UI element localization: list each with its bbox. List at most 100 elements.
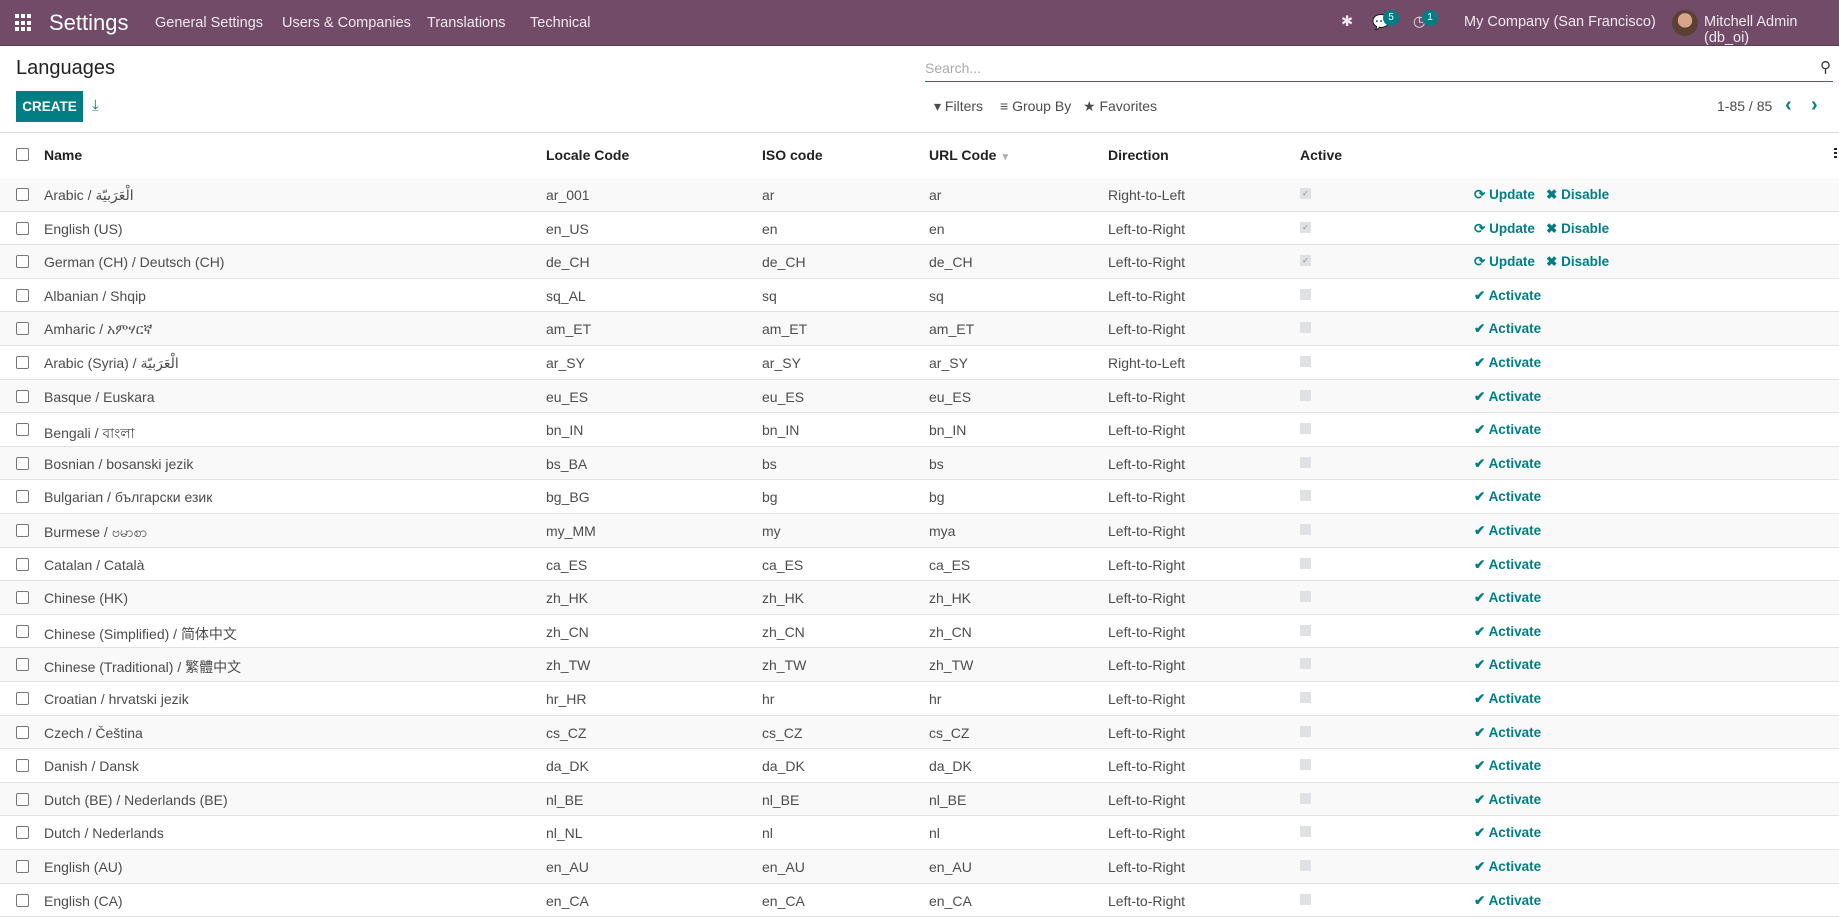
search-input[interactable]	[925, 56, 1805, 80]
optional-columns-icon[interactable]	[1834, 148, 1837, 160]
activate-button[interactable]: ✔ Activate	[1474, 758, 1541, 774]
update-button[interactable]: ⟳ Update	[1474, 221, 1535, 237]
row-checkbox[interactable]	[16, 423, 29, 437]
menu-translations[interactable]: Translations	[427, 15, 506, 31]
app-title[interactable]: Settings	[49, 10, 129, 35]
row-checkbox[interactable]	[16, 624, 29, 638]
activate-button[interactable]: ✔ Activate	[1474, 725, 1541, 741]
activate-button[interactable]: ✔ Activate	[1474, 321, 1541, 337]
table-row[interactable]: Bulgarian / български език bg_BG bg bg L…	[0, 480, 1839, 514]
pager-value[interactable]: 1-85 / 85	[1717, 98, 1773, 114]
update-button[interactable]: ⟳ Update	[1474, 187, 1535, 203]
row-checkbox[interactable]	[16, 288, 29, 302]
table-row[interactable]: English (US) en_US en en Left-to-Right ✓…	[0, 212, 1839, 246]
table-row[interactable]: Catalan / Català ca_ES ca_ES ca_ES Left-…	[0, 548, 1839, 582]
user-menu[interactable]: Mitchell Admin (db_oi)	[1704, 14, 1798, 46]
row-checkbox[interactable]	[16, 893, 29, 907]
activate-button[interactable]: ✔ Activate	[1474, 657, 1541, 673]
row-checkbox[interactable]	[16, 759, 29, 773]
table-row[interactable]: Bosnian / bosanski jezik bs_BA bs bs Lef…	[0, 446, 1839, 481]
pager-next-icon[interactable]: ›	[1811, 94, 1818, 116]
table-row[interactable]: English (CA) en_CA en_CA en_CA Left-to-R…	[0, 884, 1839, 917]
activate-button[interactable]: ✔ Activate	[1474, 691, 1541, 707]
column-active[interactable]: Active	[1300, 147, 1343, 163]
table-row[interactable]: Amharic / አምሃርኛ am_ET am_ET am_ET Left-t…	[0, 312, 1839, 346]
row-checkbox[interactable]	[16, 658, 29, 672]
table-row[interactable]: Czech / Čeština cs_CZ cs_CZ cs_CZ Left-t…	[0, 715, 1839, 750]
company-switcher[interactable]: My Company (San Francisco)	[1464, 14, 1656, 30]
cell-name: Bulgarian / български език	[44, 489, 213, 506]
table-row[interactable]: English (AU) en_AU en_AU en_AU Left-to-R…	[0, 850, 1839, 884]
row-checkbox[interactable]	[16, 322, 29, 336]
activate-button[interactable]: ✔ Activate	[1474, 624, 1541, 640]
menu-technical[interactable]: Technical	[530, 15, 591, 31]
row-checkbox[interactable]	[16, 524, 29, 537]
table-row[interactable]: Danish / Dansk da_DK da_DK da_DK Left-to…	[0, 749, 1839, 783]
activate-button[interactable]: ✔ Activate	[1474, 523, 1541, 539]
group-by-button[interactable]: ≡ Group By	[1000, 98, 1071, 114]
create-button[interactable]: CREATE	[16, 91, 83, 122]
row-checkbox[interactable]	[16, 188, 29, 201]
favorites-button[interactable]: ★ Favorites	[1083, 98, 1157, 115]
column-iso-code[interactable]: ISO code	[762, 147, 823, 163]
table-row[interactable]: Basque / Euskara eu_ES eu_ES eu_ES Left-…	[0, 379, 1839, 414]
activate-button[interactable]: ✔ Activate	[1474, 590, 1541, 606]
user-avatar[interactable]	[1672, 10, 1698, 36]
table-row[interactable]: Bengali / বাংলা bn_IN bn_IN bn_IN Left-t…	[0, 413, 1839, 447]
row-checkbox[interactable]	[16, 221, 29, 235]
row-checkbox[interactable]	[16, 591, 29, 605]
row-checkbox[interactable]	[16, 725, 29, 739]
column-direction[interactable]: Direction	[1108, 147, 1169, 163]
table-row[interactable]: Chinese (Simplified) / 简体中文 zh_CN zh_CN …	[0, 615, 1839, 649]
activate-button[interactable]: ✔ Activate	[1474, 456, 1541, 472]
row-checkbox[interactable]	[16, 692, 29, 705]
update-button[interactable]: ⟳ Update	[1474, 254, 1535, 270]
activate-button[interactable]: ✔ Activate	[1474, 288, 1541, 304]
app-menu-icon[interactable]	[15, 14, 33, 32]
activate-button[interactable]: ✔ Activate	[1474, 557, 1541, 573]
select-all-checkbox[interactable]	[16, 148, 29, 161]
download-icon[interactable]: ⤓	[92, 97, 99, 114]
table-row[interactable]: German (CH) / Deutsch (CH) de_CH de_CH d…	[0, 245, 1839, 279]
search-icon[interactable]: ⚲	[1820, 59, 1831, 76]
filters-button[interactable]: ▾ Filters	[934, 98, 983, 115]
column-name[interactable]: Name	[44, 147, 83, 163]
table-row[interactable]: Chinese (HK) zh_HK zh_HK zh_HK Left-to-R…	[0, 581, 1839, 615]
activate-button[interactable]: ✔ Activate	[1474, 422, 1541, 438]
disable-button[interactable]: ✖ Disable	[1546, 221, 1609, 237]
table-row[interactable]: Chinese (Traditional) / 繁體中文 zh_TW zh_TW…	[0, 648, 1839, 682]
table-row[interactable]: Arabic (Syria) / الْعَرَبيّة ar_SY ar_SY…	[0, 346, 1839, 380]
disable-button[interactable]: ✖ Disable	[1546, 187, 1609, 203]
table-row[interactable]: Croatian / hrvatski jezik hr_HR hr hr Le…	[0, 682, 1839, 716]
row-checkbox[interactable]	[16, 826, 29, 840]
column-locale-code[interactable]: Locale Code	[546, 147, 630, 163]
activate-button[interactable]: ✔ Activate	[1474, 489, 1541, 505]
row-checkbox[interactable]	[16, 490, 29, 504]
menu-users-companies[interactable]: Users & Companies	[282, 15, 411, 31]
row-checkbox[interactable]	[16, 456, 29, 470]
row-checkbox[interactable]	[16, 557, 29, 571]
row-checkbox[interactable]	[16, 356, 29, 369]
table-row[interactable]: Arabic / الْعَرَبيّة ar_001 ar ar Right-…	[0, 178, 1839, 212]
row-checkbox[interactable]	[16, 860, 29, 873]
activate-button[interactable]: ✔ Activate	[1474, 859, 1541, 875]
row-checkbox[interactable]	[16, 389, 29, 403]
row-checkbox[interactable]	[16, 255, 29, 269]
cell-direction: Left-to-Right	[1108, 623, 1186, 640]
pager-previous-icon[interactable]: ‹	[1785, 94, 1792, 116]
table-row[interactable]: Dutch / Nederlands nl_NL nl nl Left-to-R…	[0, 816, 1839, 850]
activate-label: Activate	[1488, 892, 1542, 908]
table-row[interactable]: Burmese / ဗမာစာ my_MM my mya Left-to-Rig…	[0, 514, 1839, 548]
activate-button[interactable]: ✔ Activate	[1474, 389, 1541, 405]
activate-button[interactable]: ✔ Activate	[1474, 893, 1541, 909]
activate-button[interactable]: ✔ Activate	[1474, 355, 1541, 371]
debug-bug-icon[interactable]: ✱	[1341, 14, 1354, 30]
column-url-code[interactable]: URL Code ▼	[929, 147, 1010, 163]
table-row[interactable]: Albanian / Shqip sq_AL sq sq Left-to-Rig…	[0, 279, 1839, 313]
row-checkbox[interactable]	[16, 792, 29, 806]
activate-button[interactable]: ✔ Activate	[1474, 825, 1541, 841]
disable-button[interactable]: ✖ Disable	[1546, 254, 1609, 270]
activate-button[interactable]: ✔ Activate	[1474, 792, 1541, 808]
menu-general-settings[interactable]: General Settings	[155, 15, 264, 31]
table-row[interactable]: Dutch (BE) / Nederlands (BE) nl_BE nl_BE…	[0, 782, 1839, 817]
